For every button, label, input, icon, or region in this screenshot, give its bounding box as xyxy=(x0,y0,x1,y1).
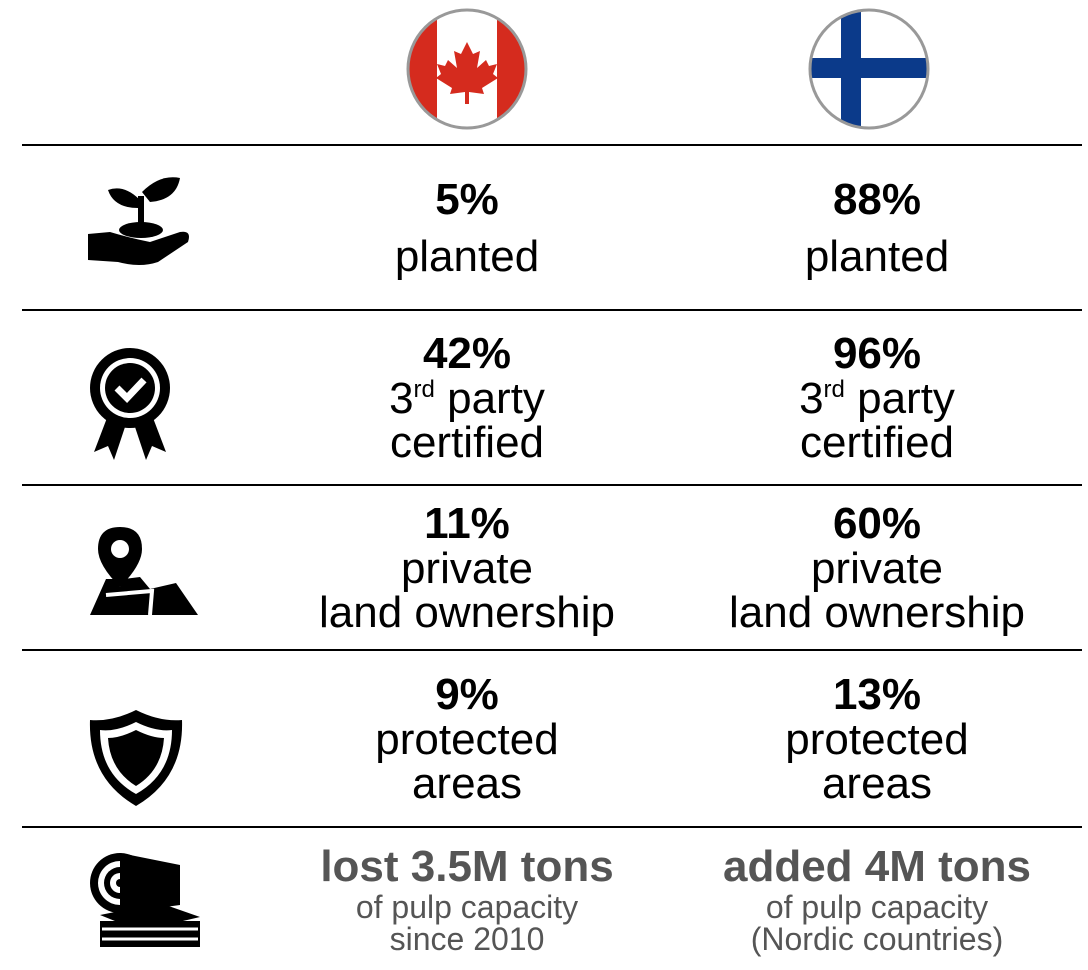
headline: 60% xyxy=(832,498,922,548)
headline: 11% xyxy=(424,498,510,548)
description: since 2010 xyxy=(389,921,545,957)
description: areas xyxy=(821,758,933,808)
canada-cell: 5% planted xyxy=(267,146,667,309)
description: certified xyxy=(389,417,545,467)
description: private xyxy=(400,543,534,593)
table-row: 11% private land ownership 60% private land o… xyxy=(0,486,1088,649)
divider xyxy=(22,309,1082,311)
certified-icon xyxy=(90,348,170,460)
description: protected xyxy=(785,714,969,764)
ordinal-number: 3 xyxy=(799,373,824,423)
table-row: 42% 3rd party certified 96% 3rd party certifi… xyxy=(0,311,1088,484)
ordinal-number: 3 xyxy=(389,373,414,423)
canada-cell: 11% private land ownership xyxy=(267,486,667,649)
description: land ownership xyxy=(729,587,1025,637)
table-row: lost 3.5M tons of pulp capacity since 2010… xyxy=(0,828,1088,970)
description-text: party xyxy=(434,373,545,423)
description: private xyxy=(810,543,944,593)
description: areas xyxy=(411,758,523,808)
description: planted xyxy=(804,231,950,281)
headline: lost 3.5M tons xyxy=(320,842,614,891)
headline: 96% xyxy=(832,328,922,378)
headline: 9% xyxy=(435,669,499,719)
headline: 42% xyxy=(422,328,512,378)
headline: 13% xyxy=(832,669,922,719)
table-row: 9% protected areas 13% protected areas xyxy=(0,651,1088,826)
canada-cell: lost 3.5M tons of pulp capacity since 2010 xyxy=(267,828,667,970)
description: of pulp capacity xyxy=(765,889,989,925)
headline: added 4M tons xyxy=(722,842,1032,891)
description: 3rd party xyxy=(389,373,545,423)
divider xyxy=(22,826,1082,828)
finland-cell: 96% 3rd party certified xyxy=(677,311,1077,484)
map-pin-icon xyxy=(90,527,198,616)
plant-hand-icon xyxy=(88,177,189,265)
canada-cell: 9% protected areas xyxy=(267,651,667,826)
divider xyxy=(22,649,1082,651)
pulp-roll-icon xyxy=(90,853,200,947)
description-text: party xyxy=(844,373,955,423)
description: land ownership xyxy=(319,587,615,637)
finland-cell: added 4M tons of pulp capacity (Nordic cou… xyxy=(677,828,1077,970)
description: certified xyxy=(799,417,955,467)
description: of pulp capacity xyxy=(355,889,579,925)
description: protected xyxy=(375,714,559,764)
description: (Nordic countries) xyxy=(750,921,1004,957)
description: 3rd party xyxy=(799,373,955,423)
headline: 5% xyxy=(435,174,499,224)
description: planted xyxy=(394,231,540,281)
divider xyxy=(22,144,1082,146)
divider xyxy=(22,484,1082,486)
finland-cell: 88% planted xyxy=(677,146,1077,309)
finland-flag xyxy=(808,8,930,130)
canada-cell: 42% 3rd party certified xyxy=(267,311,667,484)
canada-flag xyxy=(406,8,528,130)
finland-cell: 60% private land ownership xyxy=(677,486,1077,649)
table-row: 5% planted 88% planted xyxy=(0,146,1088,309)
headline: 88% xyxy=(832,174,922,224)
shield-icon xyxy=(89,710,183,806)
ordinal-suffix: rd xyxy=(823,375,845,403)
finland-cell: 13% protected areas xyxy=(677,651,1077,826)
ordinal-suffix: rd xyxy=(413,375,435,403)
